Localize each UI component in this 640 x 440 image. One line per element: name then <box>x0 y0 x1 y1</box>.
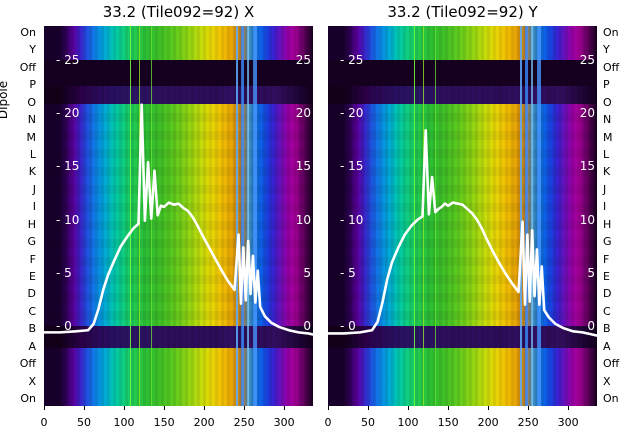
heatmap-band <box>44 348 313 406</box>
category-axis-label: I <box>603 200 607 214</box>
category-axis-label: M <box>26 130 37 144</box>
x-axis-right: 0 50 100 150 200 250 300 <box>324 406 597 440</box>
heatmap-band <box>44 26 313 60</box>
x-axis-tick <box>84 406 86 410</box>
x-axis-tick <box>328 406 329 410</box>
category-axis-label: E <box>29 270 36 283</box>
x-axis-tick-label: 300 <box>273 416 295 429</box>
category-axis-label: On <box>20 392 36 405</box>
category-axis-label: On <box>603 392 619 405</box>
x-axis-tick <box>284 406 286 410</box>
heatmap-band <box>44 60 313 86</box>
category-axis-label: F <box>29 252 36 266</box>
category-axis-label: O <box>603 95 612 109</box>
category-axis-label: G <box>603 235 612 249</box>
category-axis-label: On <box>603 26 619 39</box>
category-axis-label: Off <box>603 357 620 371</box>
heatmap-band <box>328 60 597 86</box>
category-axis-label: D <box>603 287 612 301</box>
category-axis-label: On <box>20 26 36 39</box>
x-axis-tick <box>368 406 370 410</box>
category-axis-label: N <box>603 113 612 127</box>
x-axis-tick-label: 0 <box>40 416 48 429</box>
x-axis-tick-label: 300 <box>557 416 579 429</box>
category-axis-label: F <box>603 252 610 266</box>
category-axis-right: On Y Off P O N M L K J I H G F E D C B A Off X On <box>597 26 640 406</box>
x-axis-tick-label: 150 <box>153 416 175 429</box>
category-axis-label: A <box>28 339 36 353</box>
x-axis-tick-label: 100 <box>397 416 419 429</box>
heatmap-band <box>328 348 597 406</box>
panel-title-y: 33.2 (Tile092=92) Y <box>387 3 538 21</box>
horizontal-banding <box>44 104 313 326</box>
category-axis-label: J <box>32 182 36 196</box>
x-axis-left: 0 50 100 150 200 250 300 <box>40 406 313 440</box>
category-axis-label: C <box>28 304 36 318</box>
x-axis-tick-label: 50 <box>361 416 376 429</box>
heatmap-band <box>328 104 597 326</box>
x-axis-tick-label: 0 <box>324 416 332 429</box>
x-axis-tick-label: 50 <box>77 416 92 429</box>
x-axis-tick <box>164 406 166 410</box>
x-axis-tick <box>408 406 410 410</box>
heatmap-band <box>44 326 313 348</box>
x-axis-tick <box>204 406 206 410</box>
category-axis-label: L <box>603 148 610 161</box>
x-axis-tick <box>528 406 530 410</box>
category-axis-label: Y <box>603 43 610 57</box>
heatmap-band <box>328 326 597 348</box>
x-axis-tick <box>488 406 490 410</box>
category-axis-label: D <box>27 287 36 301</box>
x-axis-tick <box>568 406 570 410</box>
heatmap-band <box>44 86 313 104</box>
category-axis-label: P <box>603 78 610 92</box>
category-axis-label: I <box>32 200 36 214</box>
category-axis-label: P <box>29 78 36 92</box>
x-axis-tick-label: 250 <box>233 416 255 429</box>
category-axis-label: E <box>603 270 610 283</box>
x-axis-tick-label: 200 <box>477 416 499 429</box>
x-axis-tick <box>124 406 126 410</box>
category-axis-label: G <box>27 235 36 249</box>
heatmap-band <box>328 86 597 104</box>
category-axis-label: O <box>27 95 36 109</box>
category-axis-label: H <box>603 217 612 231</box>
category-axis-label: L <box>29 148 36 161</box>
heatmap-band <box>44 104 313 326</box>
category-axis-label: X <box>28 374 36 388</box>
category-axis-label: Off <box>603 60 620 74</box>
category-axis-label: Y <box>29 43 36 57</box>
category-axis-label: M <box>603 130 613 144</box>
x-axis-tick <box>44 406 45 410</box>
heatmap-band <box>328 26 597 60</box>
category-axis-label: Off <box>19 357 36 371</box>
category-axis-label: J <box>603 182 607 196</box>
x-axis-tick-label: 150 <box>437 416 459 429</box>
category-axis-label: K <box>603 165 611 179</box>
category-axis-label: X <box>603 374 611 388</box>
category-axis-label: Off <box>19 60 36 74</box>
category-axis-label: N <box>27 113 36 127</box>
category-axis-label: K <box>28 165 36 179</box>
category-axis-label: H <box>27 217 36 231</box>
x-axis-tick-label: 250 <box>517 416 539 429</box>
x-axis-tick-label: 200 <box>193 416 215 429</box>
x-axis-tick <box>244 406 246 410</box>
x-axis-tick-label: 100 <box>113 416 135 429</box>
category-axis-label: C <box>603 304 611 318</box>
category-axis-label: B <box>28 322 36 336</box>
category-axis-left: On Y Off P O N M L K J I H G F E D C B A Off X On <box>0 26 44 406</box>
category-axis-label: B <box>603 322 611 336</box>
category-axis-label: A <box>603 339 611 353</box>
panel-title-x: 33.2 (Tile092=92) X <box>102 3 255 21</box>
x-axis-tick <box>448 406 450 410</box>
horizontal-banding <box>328 104 597 326</box>
